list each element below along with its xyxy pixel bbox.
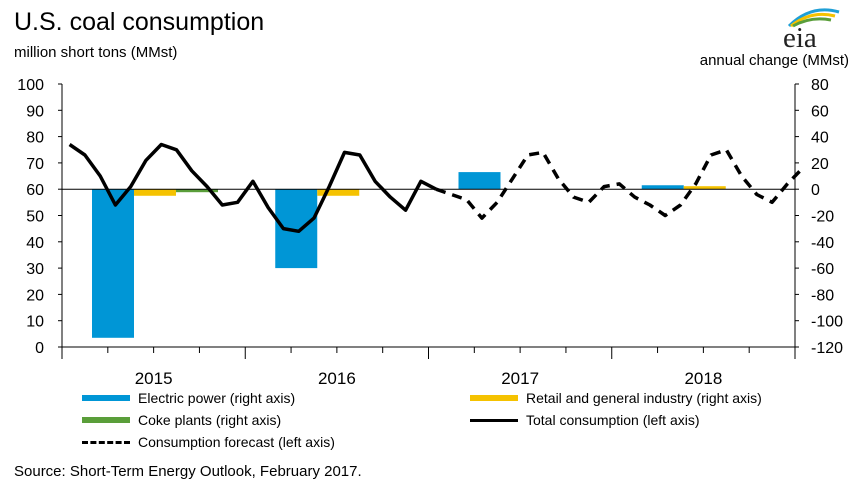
right-tick-label: 0 xyxy=(811,182,820,199)
legend-coke: Coke plants (right axis) xyxy=(82,412,281,428)
year-label: 2016 xyxy=(318,369,356,388)
left-axis-unit: million short tons (MMst) xyxy=(14,44,178,61)
right-tick-label: 60 xyxy=(811,103,829,120)
left-tick-label: 20 xyxy=(26,287,44,304)
right-axis-unit: annual change (MMst) xyxy=(699,52,849,69)
legend-retail: Retail and general industry (right axis) xyxy=(470,390,762,406)
legend-forecast-label: Consumption forecast (left axis) xyxy=(138,434,335,450)
left-tick-label: 70 xyxy=(26,156,44,173)
bar-retail-industry xyxy=(317,189,360,196)
bar-retail-industry xyxy=(134,189,176,196)
bar-electric-power xyxy=(641,185,684,190)
legend-forecast: Consumption forecast (left axis) xyxy=(82,434,335,450)
left-tick-label: 90 xyxy=(26,103,44,120)
legend-retail-swatch xyxy=(470,395,518,401)
bar-coke-plants xyxy=(176,189,218,193)
legend-coke-label: Coke plants (right axis) xyxy=(138,412,282,428)
left-tick-label: 60 xyxy=(26,182,44,199)
right-tick-label: -40 xyxy=(811,235,834,252)
right-tick-label: -100 xyxy=(811,314,843,331)
legend-electric: Electric power (right axis) xyxy=(82,390,295,406)
left-tick-label: 80 xyxy=(26,130,44,147)
right-tick-label: 80 xyxy=(811,77,829,94)
year-label: 2015 xyxy=(135,369,173,388)
right-tick-label: 20 xyxy=(811,156,829,173)
left-tick-label: 0 xyxy=(35,340,44,357)
year-label: 2018 xyxy=(684,369,722,388)
eia-logo-rays-icon xyxy=(787,8,840,28)
right-tick-label: -20 xyxy=(811,209,834,226)
legend-electric-label: Electric power (right axis) xyxy=(138,390,296,406)
right-tick-label: -80 xyxy=(811,287,834,304)
source-note: Source: Short-Term Energy Outlook, Febru… xyxy=(14,463,362,480)
legend-total-swatch xyxy=(470,418,518,422)
legend-total-label: Total consumption (left axis) xyxy=(526,412,700,428)
left-tick-label: 10 xyxy=(26,314,44,331)
eia-logo-text: eia xyxy=(783,22,817,54)
right-tick-label: -60 xyxy=(811,261,834,278)
bar-electric-power xyxy=(92,189,134,338)
legend-electric-swatch xyxy=(82,395,130,401)
chart-title: U.S. coal consumption xyxy=(14,8,265,36)
right-tick-label: -120 xyxy=(811,340,843,357)
left-tick-label: 50 xyxy=(26,209,44,226)
eia-logo: eia xyxy=(781,4,847,54)
year-label: 2017 xyxy=(501,369,539,388)
bar-electric-power xyxy=(458,172,501,190)
legend-coke-swatch xyxy=(82,417,130,423)
legend-retail-label: Retail and general industry (right axis) xyxy=(526,390,762,406)
bar-retail-industry xyxy=(683,186,726,190)
left-tick-label: 40 xyxy=(26,235,44,252)
legend-total: Total consumption (left axis) xyxy=(470,412,700,428)
total-consumption-line xyxy=(68,142,437,234)
consumption-forecast-line xyxy=(435,148,804,220)
left-tick-label: 100 xyxy=(17,77,44,94)
left-tick-label: 30 xyxy=(26,261,44,278)
right-tick-label: 40 xyxy=(811,130,829,147)
legend-forecast-swatch xyxy=(82,440,130,444)
